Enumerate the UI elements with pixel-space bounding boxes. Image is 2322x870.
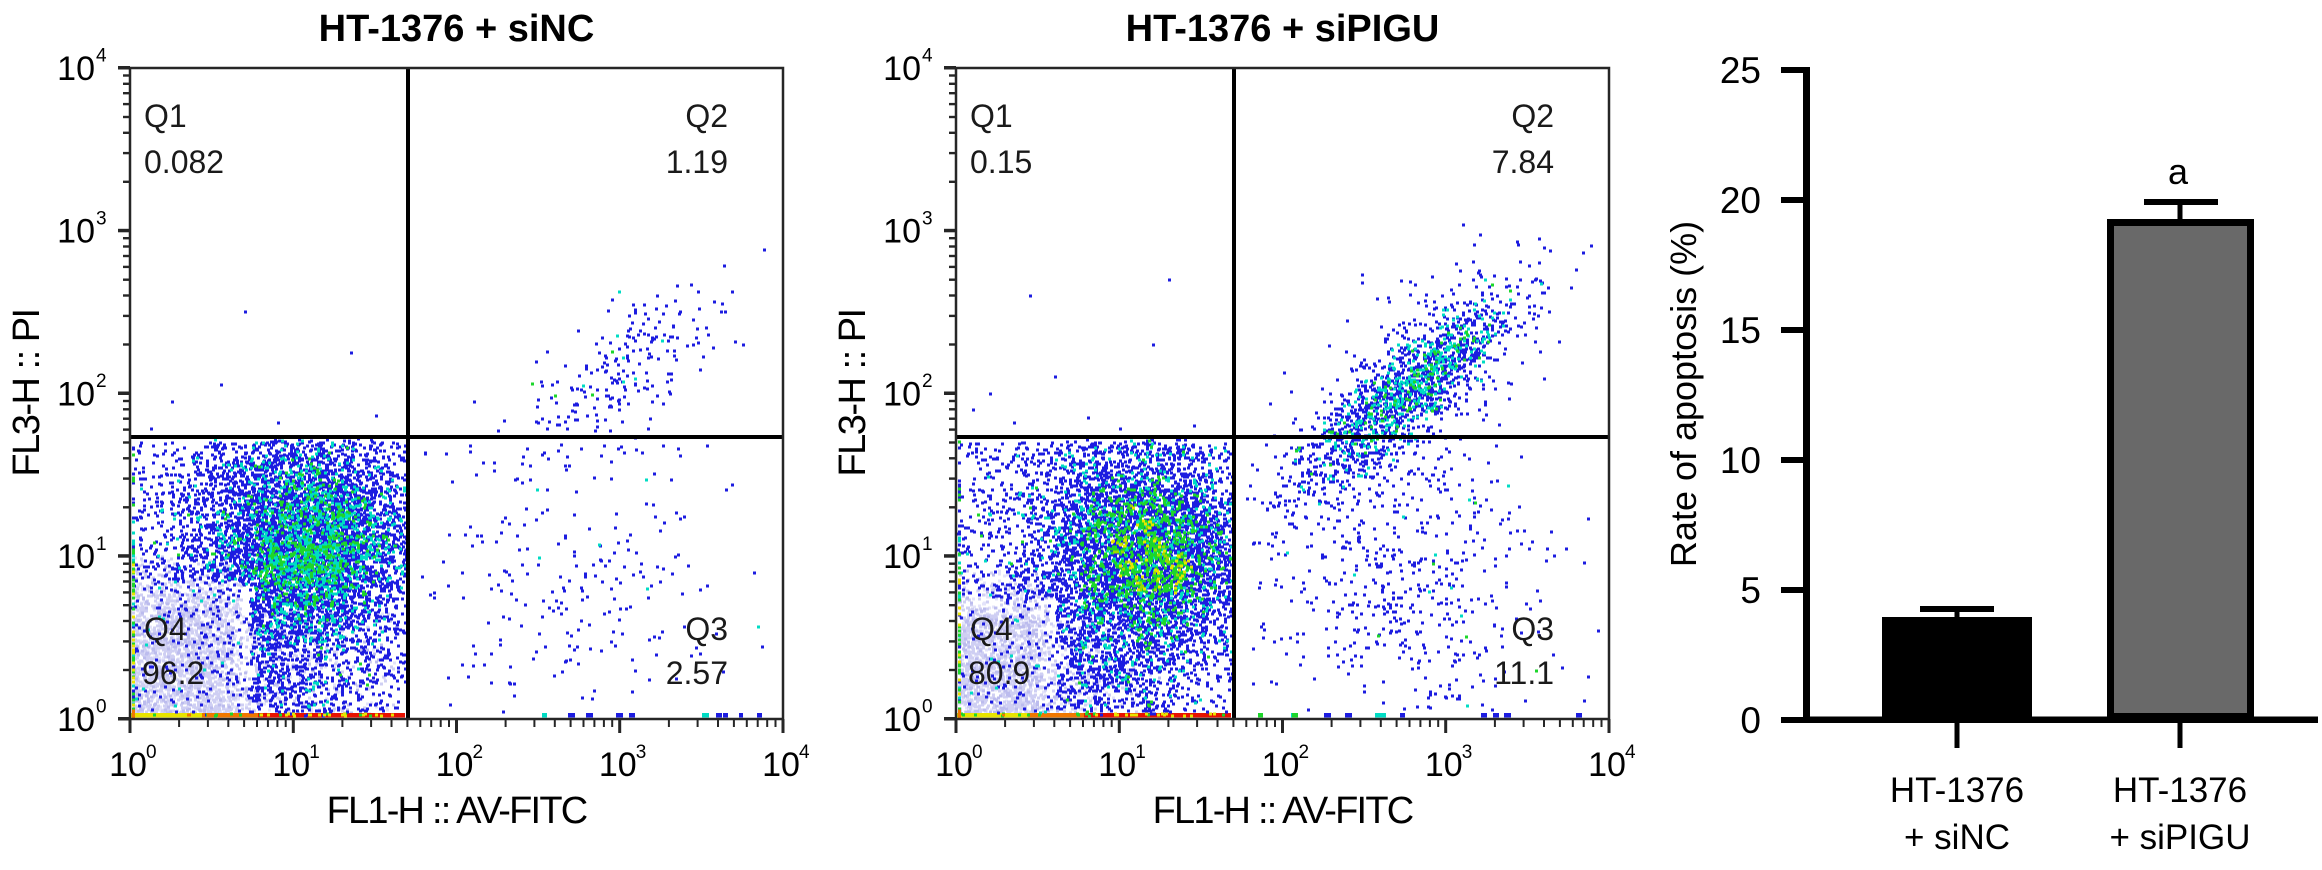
svg-text:0: 0 — [972, 742, 983, 763]
svg-text:Rate of apoptosis (%): Rate of apoptosis (%) — [1663, 221, 1704, 567]
svg-text:+ siNC: + siNC — [1904, 818, 2010, 857]
svg-text:4: 4 — [799, 742, 810, 763]
svg-text:HT-1376: HT-1376 — [1890, 771, 2024, 810]
svg-text:Q4: Q4 — [970, 611, 1013, 647]
svg-text:1: 1 — [96, 534, 107, 555]
svg-text:HT-1376: HT-1376 — [2113, 771, 2247, 810]
svg-text:FL3-H :: PI: FL3-H :: PI — [6, 309, 48, 476]
svg-text:0.082: 0.082 — [144, 144, 224, 180]
svg-text:10: 10 — [57, 50, 95, 88]
svg-text:FL1-H :: AV-FITC: FL1-H :: AV-FITC — [1153, 790, 1413, 832]
svg-text:15: 15 — [1720, 310, 1761, 351]
svg-text:a: a — [2168, 151, 2189, 192]
svg-text:10: 10 — [1425, 746, 1463, 784]
svg-text:Q3: Q3 — [685, 611, 728, 647]
svg-text:Q1: Q1 — [144, 98, 187, 134]
svg-text:4: 4 — [1625, 742, 1636, 763]
svg-text:25: 25 — [1720, 50, 1761, 91]
svg-text:7.84: 7.84 — [1492, 144, 1554, 180]
svg-text:10: 10 — [883, 538, 921, 576]
svg-text:10: 10 — [57, 538, 95, 576]
svg-text:0: 0 — [1740, 700, 1761, 741]
svg-text:10: 10 — [883, 213, 921, 251]
svg-text:2: 2 — [1299, 742, 1310, 763]
svg-text:HT-1376 + siNC: HT-1376 + siNC — [319, 8, 595, 50]
svg-text:10: 10 — [599, 746, 637, 784]
svg-text:10: 10 — [1098, 746, 1136, 784]
svg-text:11.1: 11.1 — [1494, 655, 1554, 691]
svg-text:5: 5 — [1740, 570, 1761, 611]
svg-text:1.19: 1.19 — [666, 144, 728, 180]
svg-text:10: 10 — [57, 213, 95, 251]
svg-text:Q3: Q3 — [1511, 611, 1554, 647]
svg-text:2.57: 2.57 — [666, 655, 728, 691]
svg-text:10: 10 — [762, 746, 800, 784]
svg-text:10: 10 — [883, 701, 921, 739]
svg-text:+ siPIGU: + siPIGU — [2109, 818, 2250, 857]
svg-text:2: 2 — [922, 371, 933, 392]
svg-text:10: 10 — [883, 375, 921, 413]
svg-text:10: 10 — [883, 50, 921, 88]
svg-text:4: 4 — [96, 46, 107, 67]
svg-text:HT-1376 + siPIGU: HT-1376 + siPIGU — [1126, 8, 1440, 50]
svg-text:1: 1 — [922, 534, 933, 555]
svg-text:3: 3 — [922, 208, 933, 229]
svg-text:80.9: 80.9 — [968, 655, 1030, 691]
svg-text:FL1-H :: AV-FITC: FL1-H :: AV-FITC — [327, 790, 587, 832]
svg-text:10: 10 — [1720, 440, 1761, 481]
svg-text:Q4: Q4 — [144, 611, 187, 647]
svg-text:2: 2 — [96, 371, 107, 392]
svg-text:96.2: 96.2 — [142, 655, 204, 691]
svg-text:20: 20 — [1720, 180, 1761, 221]
svg-text:FL3-H :: PI: FL3-H :: PI — [832, 309, 874, 476]
svg-text:Q2: Q2 — [1511, 98, 1554, 134]
svg-text:3: 3 — [96, 208, 107, 229]
svg-text:3: 3 — [636, 742, 647, 763]
svg-text:10: 10 — [935, 746, 973, 784]
svg-text:2: 2 — [473, 742, 484, 763]
svg-text:4: 4 — [922, 46, 933, 67]
svg-text:Q1: Q1 — [970, 98, 1013, 134]
svg-text:10: 10 — [57, 375, 95, 413]
svg-text:3: 3 — [1462, 742, 1473, 763]
svg-text:10: 10 — [272, 746, 310, 784]
svg-text:0: 0 — [922, 697, 933, 718]
svg-text:10: 10 — [436, 746, 474, 784]
svg-text:1: 1 — [309, 742, 320, 763]
svg-text:10: 10 — [1588, 746, 1626, 784]
svg-text:10: 10 — [57, 701, 95, 739]
svg-text:10: 10 — [109, 746, 147, 784]
svg-text:1: 1 — [1135, 742, 1146, 763]
svg-text:0: 0 — [96, 697, 107, 718]
svg-text:0: 0 — [146, 742, 157, 763]
svg-text:0.15: 0.15 — [970, 144, 1032, 180]
svg-text:10: 10 — [1262, 746, 1300, 784]
svg-text:Q2: Q2 — [685, 98, 728, 134]
